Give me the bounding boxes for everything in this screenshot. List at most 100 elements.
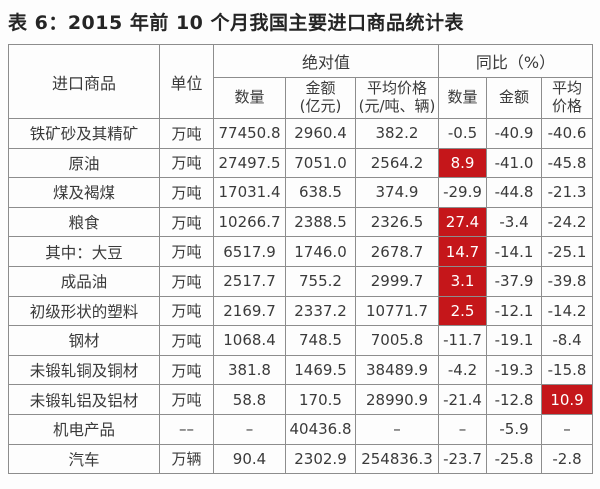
cell-amount: 2337.2 <box>285 295 356 327</box>
table-row: 原油 万吨 27497.5 7051.0 2564.2 8.9 -41.0 -4… <box>8 147 594 179</box>
table-row: 未锻轧铜及铜材 万吨 381.8 1469.5 38489.9 -4.2 -19… <box>8 354 594 386</box>
cell-commodity: 机电产品 <box>8 413 160 445</box>
cell-avg-price: 2678.7 <box>355 236 439 267</box>
import-statistics-table: 进口商品 单位 绝对值 同比（%） 数量 金额 (亿元) 平均价格 (元/吨、辆… <box>8 44 594 475</box>
cell-yoy-avg-price: -8.4 <box>540 325 594 356</box>
cell-yoy-avg-price: -25.1 <box>540 236 594 267</box>
cell-yoy-amount: -25.8 <box>486 443 542 475</box>
cell-unit: 万吨 <box>159 354 214 386</box>
cell-amount: 40436.8 <box>285 413 356 445</box>
table-row: 粮食 万吨 10266.7 2388.5 2326.5 27.4 -3.4 -2… <box>8 206 594 238</box>
cell-commodity: 其中：大豆 <box>8 236 160 267</box>
cell-yoy-avg-price: -40.6 <box>540 118 594 149</box>
table-row: 铁矿砂及其精矿 万吨 77450.8 2960.4 382.2 -0.5 -40… <box>8 118 594 149</box>
cell-commodity: 汽车 <box>8 443 160 475</box>
cell-yoy-quantity: -21.4 <box>438 384 487 415</box>
cell-amount: 170.5 <box>285 384 356 415</box>
cell-amount: 755.2 <box>285 265 356 297</box>
cell-yoy-avg-price: – <box>540 413 594 445</box>
cell-yoy-quantity: -4.2 <box>438 354 487 386</box>
cell-unit: 万吨 <box>159 147 214 179</box>
header-absolute-group: 绝对值 <box>213 44 439 78</box>
header-unit: 单位 <box>159 44 214 119</box>
cell-yoy-amount: -44.8 <box>486 177 542 208</box>
cell-avg-price: 374.9 <box>355 177 439 208</box>
cell-amount: 1746.0 <box>285 236 356 267</box>
cell-avg-price: 28990.9 <box>355 384 439 415</box>
page-title: 表 6：2015 年前 10 个月我国主要进口商品统计表 <box>8 12 465 34</box>
cell-avg-price: 254836.3 <box>355 443 439 475</box>
header-group-row: 进口商品 单位 绝对值 同比（%） <box>8 44 594 119</box>
cell-unit: 万吨 <box>159 118 214 149</box>
cell-yoy-quantity: -23.7 <box>438 443 487 475</box>
cell-yoy-quantity-highlighted: 2.5 <box>438 295 487 327</box>
cell-unit: 万吨 <box>159 384 214 415</box>
cell-unit: 万吨 <box>159 265 214 297</box>
cell-unit: –– <box>159 413 214 445</box>
cell-unit: 万吨 <box>159 295 214 327</box>
cell-yoy-avg-price: -24.2 <box>540 206 594 238</box>
cell-yoy-avg-price: -39.8 <box>540 265 594 297</box>
cell-avg-price: 382.2 <box>355 118 439 149</box>
cell-quantity: 90.4 <box>213 443 286 475</box>
cell-yoy-quantity: -0.5 <box>438 118 487 149</box>
cell-avg-price: 2326.5 <box>355 206 439 238</box>
cell-commodity: 煤及褐煤 <box>8 177 160 208</box>
cell-amount: 2960.4 <box>285 118 356 149</box>
cell-quantity: 381.8 <box>213 354 286 386</box>
cell-yoy-quantity: – <box>438 413 487 445</box>
table-row: 成品油 万吨 2517.7 755.2 2999.7 3.1 -37.9 -39… <box>8 265 594 297</box>
cell-amount: 1469.5 <box>285 354 356 386</box>
cell-avg-price: 38489.9 <box>355 354 439 386</box>
cell-yoy-amount: -5.9 <box>486 413 542 445</box>
cell-yoy-avg-price: -2.8 <box>540 443 594 475</box>
header-yoy-quantity: 数量 <box>438 77 487 119</box>
cell-quantity: 2517.7 <box>213 265 286 297</box>
cell-unit: 万吨 <box>159 177 214 208</box>
cell-commodity: 成品油 <box>8 265 160 297</box>
cell-avg-price: – <box>355 413 439 445</box>
cell-yoy-avg-price-highlighted: 10.9 <box>540 384 594 415</box>
cell-yoy-avg-price: -15.8 <box>540 354 594 386</box>
cell-yoy-quantity-highlighted: 3.1 <box>438 265 487 297</box>
cell-yoy-amount: -19.3 <box>486 354 542 386</box>
cell-commodity: 原油 <box>8 147 160 179</box>
header-commodity: 进口商品 <box>8 44 160 119</box>
cell-yoy-amount: -12.1 <box>486 295 542 327</box>
table-row: 其中：大豆 万吨 6517.9 1746.0 2678.7 14.7 -14.1… <box>8 236 594 267</box>
cell-quantity: 17031.4 <box>213 177 286 208</box>
cell-quantity: 27497.5 <box>213 147 286 179</box>
cell-commodity: 粮食 <box>8 206 160 238</box>
table-row: 初级形状的塑料 万吨 2169.7 2337.2 10771.7 2.5 -12… <box>8 295 594 327</box>
cell-unit: 万吨 <box>159 325 214 356</box>
header-sub-row: 数量 金额 (亿元) 平均价格 (元/吨、辆) 数量 金额 平均 价格 <box>9 77 594 119</box>
cell-commodity: 钢材 <box>8 325 160 356</box>
cell-commodity: 铁矿砂及其精矿 <box>8 118 160 149</box>
table-row: 未锻轧铝及铝材 万吨 58.8 170.5 28990.9 -21.4 -12.… <box>8 384 594 415</box>
cell-unit: 万吨 <box>159 236 214 267</box>
header-yoy-amount: 金额 <box>486 77 542 119</box>
cell-unit: 万吨 <box>159 206 214 238</box>
table-row: 机电产品 –– – 40436.8 – – -5.9 – <box>8 413 594 445</box>
table-row: 钢材 万吨 1068.4 748.5 7005.8 -11.7 -19.1 -8… <box>8 325 594 356</box>
cell-unit: 万辆 <box>159 443 214 475</box>
cell-avg-price: 2564.2 <box>355 147 439 179</box>
header-abs-amount: 金额 (亿元) <box>285 77 356 119</box>
cell-yoy-avg-price: -21.3 <box>540 177 594 208</box>
table-row: 汽车 万辆 90.4 2302.9 254836.3 -23.7 -25.8 -… <box>8 443 594 475</box>
cell-avg-price: 7005.8 <box>355 325 439 356</box>
table-row: 煤及褐煤 万吨 17031.4 638.5 374.9 -29.9 -44.8 … <box>8 177 594 208</box>
cell-yoy-avg-price: -14.2 <box>540 295 594 327</box>
cell-yoy-amount: -37.9 <box>486 265 542 297</box>
cell-yoy-quantity: -29.9 <box>438 177 487 208</box>
cell-avg-price: 2999.7 <box>355 265 439 297</box>
cell-yoy-amount: -14.1 <box>486 236 542 267</box>
cell-commodity: 未锻轧铝及铝材 <box>8 384 160 415</box>
cell-commodity: 初级形状的塑料 <box>8 295 160 327</box>
cell-amount: 638.5 <box>285 177 356 208</box>
cell-quantity: 77450.8 <box>213 118 286 149</box>
cell-quantity: 2169.7 <box>213 295 286 327</box>
cell-quantity: 58.8 <box>213 384 286 415</box>
cell-yoy-amount: -3.4 <box>486 206 542 238</box>
